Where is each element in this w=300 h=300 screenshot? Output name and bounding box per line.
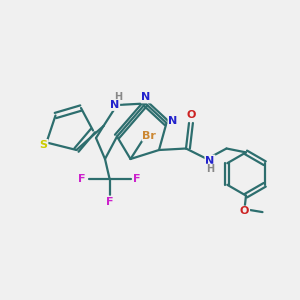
Text: F: F xyxy=(106,196,113,207)
Text: O: O xyxy=(240,206,249,217)
Text: S: S xyxy=(40,140,47,150)
Text: H: H xyxy=(114,92,123,103)
Text: N: N xyxy=(142,92,151,103)
Text: Br: Br xyxy=(142,130,156,141)
Text: F: F xyxy=(133,173,141,184)
Text: N: N xyxy=(206,155,214,166)
Text: H: H xyxy=(206,164,214,175)
Text: N: N xyxy=(110,100,119,110)
Text: F: F xyxy=(78,173,86,184)
Text: O: O xyxy=(187,110,196,120)
Text: N: N xyxy=(169,116,178,127)
